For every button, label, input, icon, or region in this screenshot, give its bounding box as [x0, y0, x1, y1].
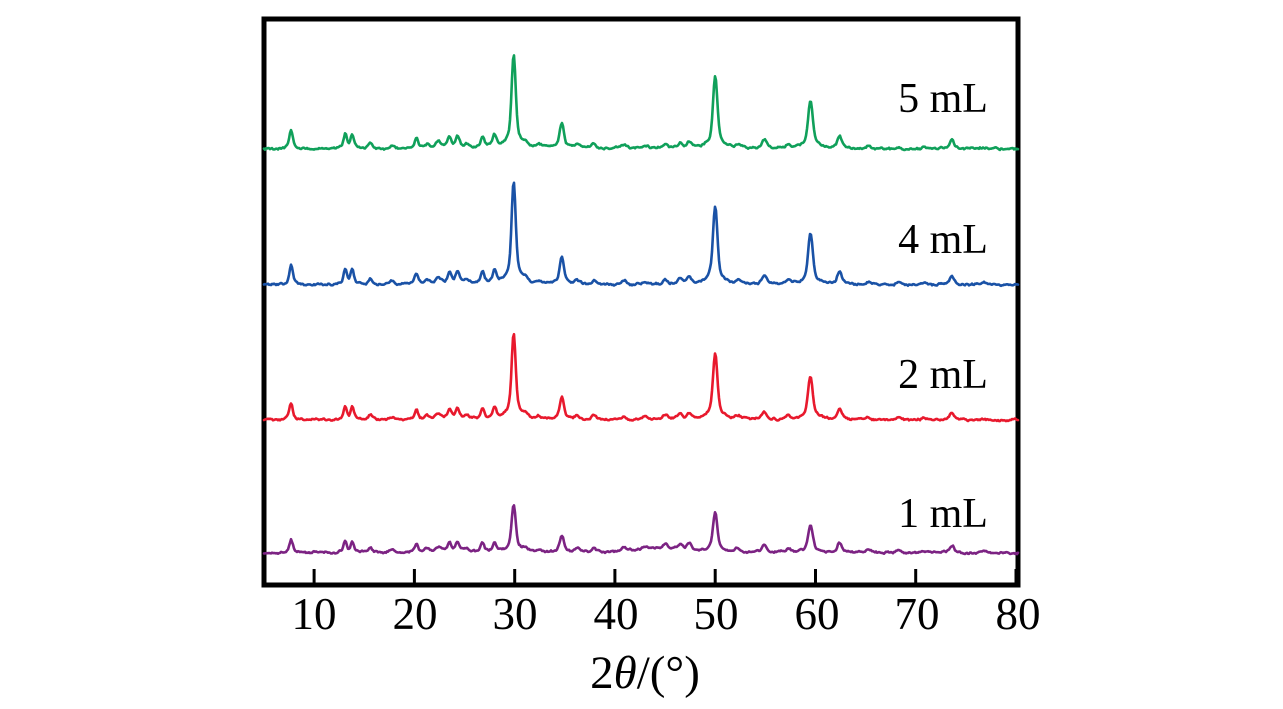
x-tick-label-50: 50	[693, 589, 739, 639]
x-tick-label-30: 30	[492, 589, 538, 639]
theta-symbol: θ	[613, 647, 637, 699]
trace-label-2ml: 2 mL	[898, 352, 988, 398]
xrd-trace-2-ml	[262, 332, 1020, 423]
trace-label-5ml: 5 mL	[898, 76, 988, 122]
x-tick-label-70: 70	[894, 589, 940, 639]
x-tick-label-20: 20	[392, 589, 438, 639]
x-tick-label-40: 40	[593, 589, 639, 639]
xrd-trace-5-ml	[262, 54, 1020, 152]
x-axis-title-prefix: 2	[590, 647, 614, 699]
xrd-trace-4-ml	[262, 181, 1020, 288]
x-axis-title: 2θ/(°)	[590, 650, 700, 697]
plot-frame	[261, 16, 1021, 588]
x-tick-label-10: 10	[291, 589, 337, 639]
x-tick-label-80: 80	[995, 589, 1041, 639]
trace-label-4ml: 4 mL	[898, 217, 988, 263]
trace-label-1ml: 1 mL	[898, 491, 988, 537]
x-tick-label-60: 60	[794, 589, 840, 639]
x-axis-title-suffix: /(°)	[636, 647, 700, 699]
xrd-trace-1-ml	[262, 504, 1020, 556]
